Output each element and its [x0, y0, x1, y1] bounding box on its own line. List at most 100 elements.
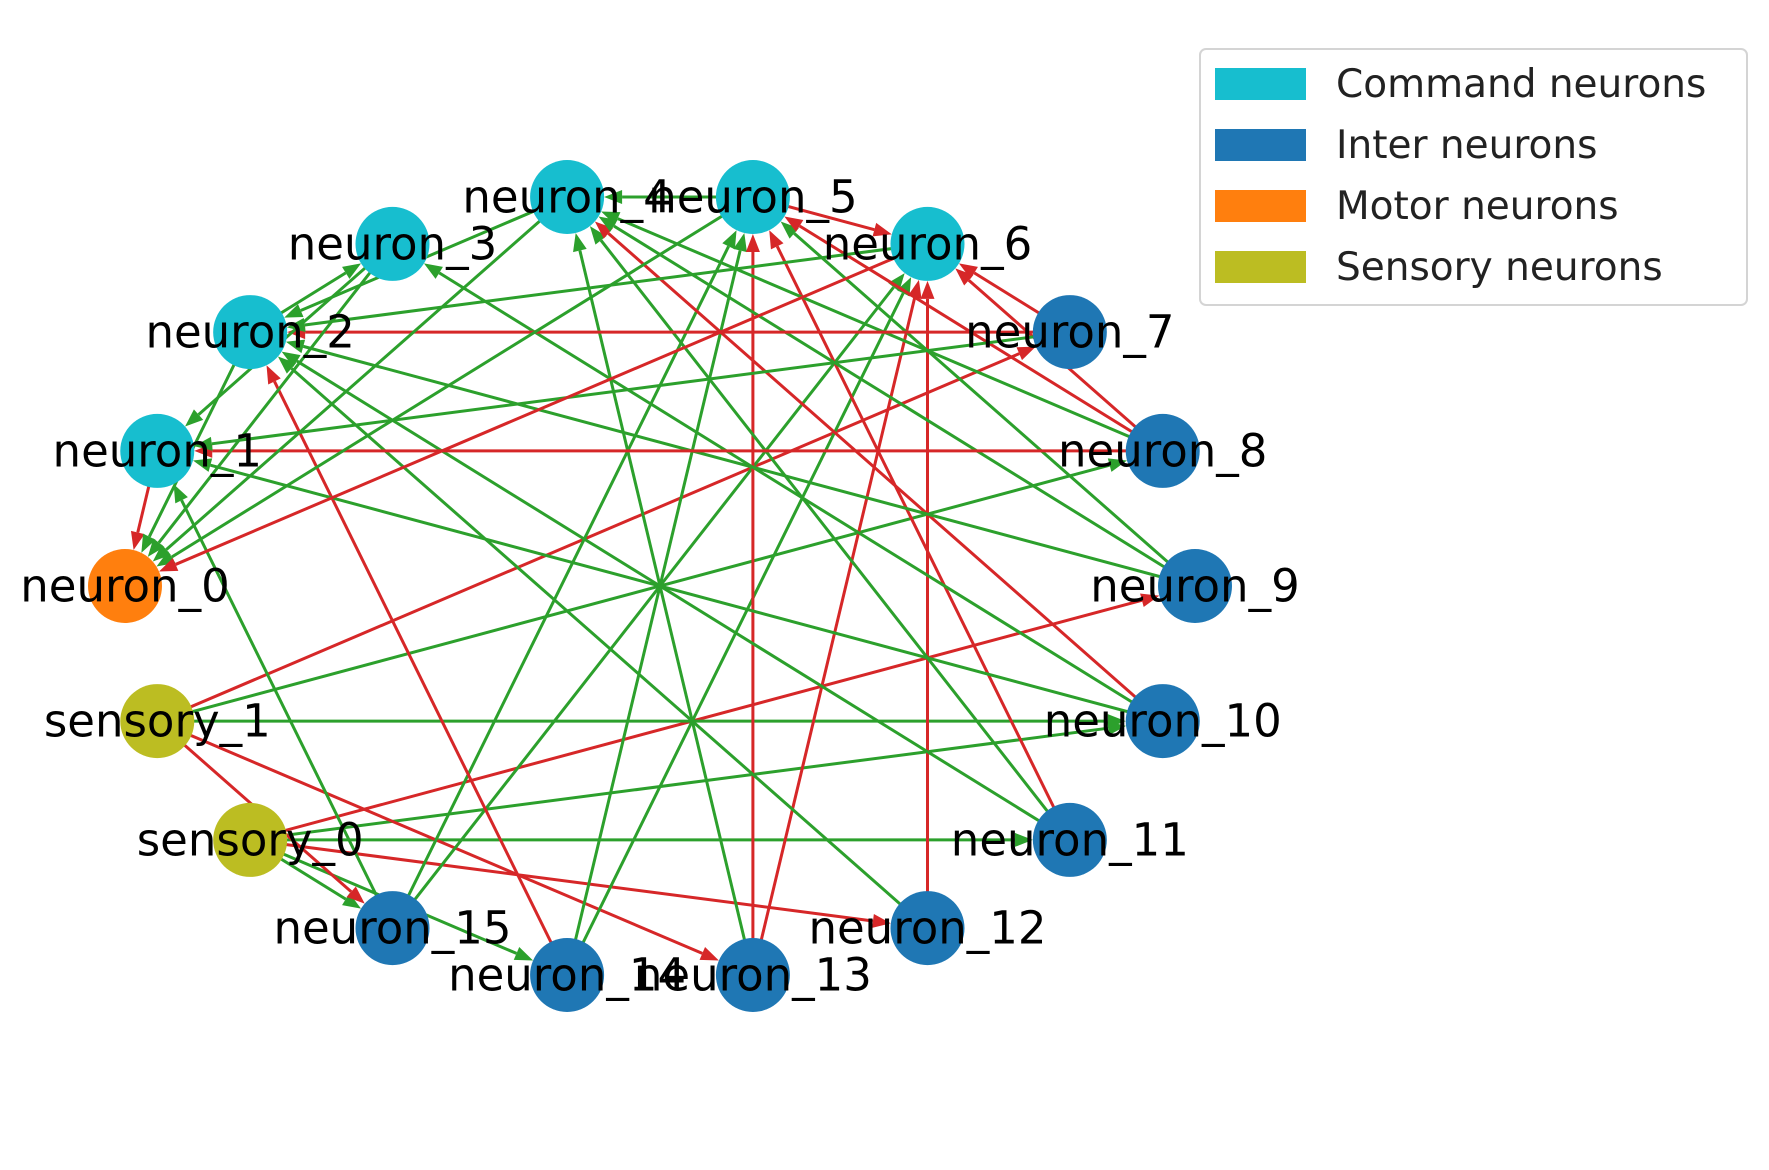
legend-swatch-command: [1215, 68, 1306, 100]
edge-arrowhead: [722, 230, 737, 250]
edge-line: [304, 242, 928, 327]
node-label-neuron_13: neuron_13: [634, 948, 872, 1001]
edge-arrowhead: [780, 221, 799, 239]
node-neuron_8: [1125, 413, 1200, 488]
node-label-neuron_12: neuron_12: [808, 902, 1046, 955]
edge-neuron_9-to-neuron_5: [780, 221, 1196, 588]
node-label-neuron_9: neuron_9: [1090, 560, 1299, 613]
edge-arrowhead: [185, 409, 204, 427]
node-neuron_0: [88, 549, 162, 623]
edge-arrowhead: [152, 544, 171, 562]
edge-line: [175, 242, 929, 566]
edge-arrowhead: [284, 304, 304, 318]
edge-sensory_0-to-neuron_11: [250, 832, 1033, 847]
edge-arrowhead: [872, 914, 891, 928]
node-label-neuron_1: neuron_1: [53, 424, 262, 477]
edge-arrowhead: [192, 458, 213, 472]
node-neuron_7: [1032, 295, 1107, 370]
edge-arrowhead: [277, 356, 297, 374]
legend-label-inter: Inter neurons: [1336, 122, 1598, 168]
edge-arrowhead: [958, 263, 978, 279]
edge-line: [578, 250, 755, 976]
edge-sensory_1-to-neuron_13: [156, 719, 719, 961]
node-neuron_12: [890, 891, 965, 966]
edge-arrowhead: [173, 484, 188, 504]
edge-line: [157, 242, 394, 544]
edge-arrowhead: [130, 530, 145, 551]
node-label-neuron_8: neuron_8: [1058, 424, 1267, 477]
edge-arrowhead: [589, 226, 607, 245]
edge-neuron_12-to-neuron_6: [920, 280, 935, 929]
labels-layer: neuron_0 neuron_1 neuron_2 neuron_3neuron_4…: [20, 171, 1299, 1002]
edge-arrowhead: [769, 230, 784, 250]
edge-neuron_7-to-neuron_1: [193, 330, 1071, 451]
edge-arrowhead: [266, 365, 281, 385]
edge-neuron_4-to-neuron_2: [284, 195, 568, 318]
edge-arrowhead: [888, 273, 905, 292]
node-neuron_14: [530, 937, 605, 1012]
node-neuron_3: [355, 206, 430, 281]
legend: Command neurons Inter neurons Motor neur…: [1199, 48, 1748, 306]
edge-arrowhead: [141, 533, 156, 553]
edge-line: [391, 245, 730, 929]
edge-neuron_10-to-neuron_4: [594, 221, 1164, 723]
edge-line: [165, 195, 569, 551]
legend-swatch-inter: [1215, 129, 1306, 161]
edge-arrowhead: [733, 232, 747, 253]
edge-neuron_13-to-neuron_5: [745, 234, 760, 975]
edge-neuron_9-to-neuron_2: [285, 339, 1196, 588]
edge-line: [438, 271, 1164, 723]
edge-neuron_3-to-neuron_0: [147, 242, 394, 557]
edge-line: [180, 499, 394, 929]
edge-neuron_11-to-neuron_5: [769, 230, 1072, 841]
node-neuron_2: [213, 295, 288, 370]
edge-neuron_2-to-neuron_0: [141, 331, 252, 553]
edge-arrowhead: [573, 232, 587, 253]
node-sensory_0: [213, 802, 288, 877]
legend-label-sensory: Sensory neurons: [1336, 244, 1663, 290]
node-neuron_13: [715, 937, 790, 1012]
node-neuron_5: [715, 160, 790, 235]
edge-arrowhead: [342, 263, 362, 279]
node-label-neuron_4: neuron_4: [462, 171, 671, 224]
edge-arrowhead: [1140, 593, 1160, 608]
nodes-layer: [88, 160, 1232, 1012]
edge-neuron_6-to-neuron_0: [159, 242, 929, 572]
edge-line: [273, 380, 569, 976]
node-label-sensory_1: sensory_1: [44, 695, 271, 748]
edge-line: [607, 232, 1164, 723]
legend-label-command: Command neurons: [1336, 61, 1707, 107]
edge-arrowhead: [513, 946, 534, 961]
edge-neuron_8-to-neuron_5: [784, 216, 1164, 453]
edge-arrowhead: [784, 216, 804, 232]
edge-arrowhead: [193, 436, 213, 451]
node-neuron_6: [890, 206, 965, 281]
edge-line: [302, 344, 1196, 588]
edge-line: [775, 245, 1072, 841]
legend-swatch-motor: [1215, 190, 1306, 222]
edge-sensory_1-to-neuron_7: [156, 346, 1036, 723]
edge-arrowhead: [285, 339, 306, 354]
edge-neuron_11-to-neuron_2: [281, 351, 1071, 842]
edge-neuron_4-to-neuron_0: [152, 195, 569, 562]
legend-entry-sensory: Sensory neurons: [1215, 244, 1663, 290]
edge-arrowhead: [1014, 832, 1033, 847]
edge-neuron_10-to-neuron_1: [192, 458, 1164, 723]
edge-arrowhead: [594, 221, 614, 239]
edge-arrowhead: [1016, 346, 1036, 361]
node-label-neuron_5: neuron_5: [648, 171, 857, 224]
node-label-neuron_7: neuron_7: [965, 306, 1174, 359]
node-neuron_1: [120, 413, 195, 488]
node-label-neuron_2: neuron_2: [145, 306, 354, 359]
edge-arrowhead: [872, 222, 892, 237]
edge-arrowhead: [342, 893, 362, 909]
node-label-neuron_10: neuron_10: [1044, 695, 1282, 748]
edge-neuron_14-to-neuron_5: [565, 232, 747, 976]
edge-line: [599, 239, 1072, 841]
legend-swatch-sensory: [1215, 251, 1306, 283]
edge-neuron_7-to-neuron_2: [287, 325, 1070, 340]
edge-neuron_8-to-neuron_4: [601, 211, 1164, 453]
edge-arrowhead: [955, 268, 974, 286]
node-neuron_4: [530, 160, 605, 235]
edge-line: [290, 367, 929, 930]
